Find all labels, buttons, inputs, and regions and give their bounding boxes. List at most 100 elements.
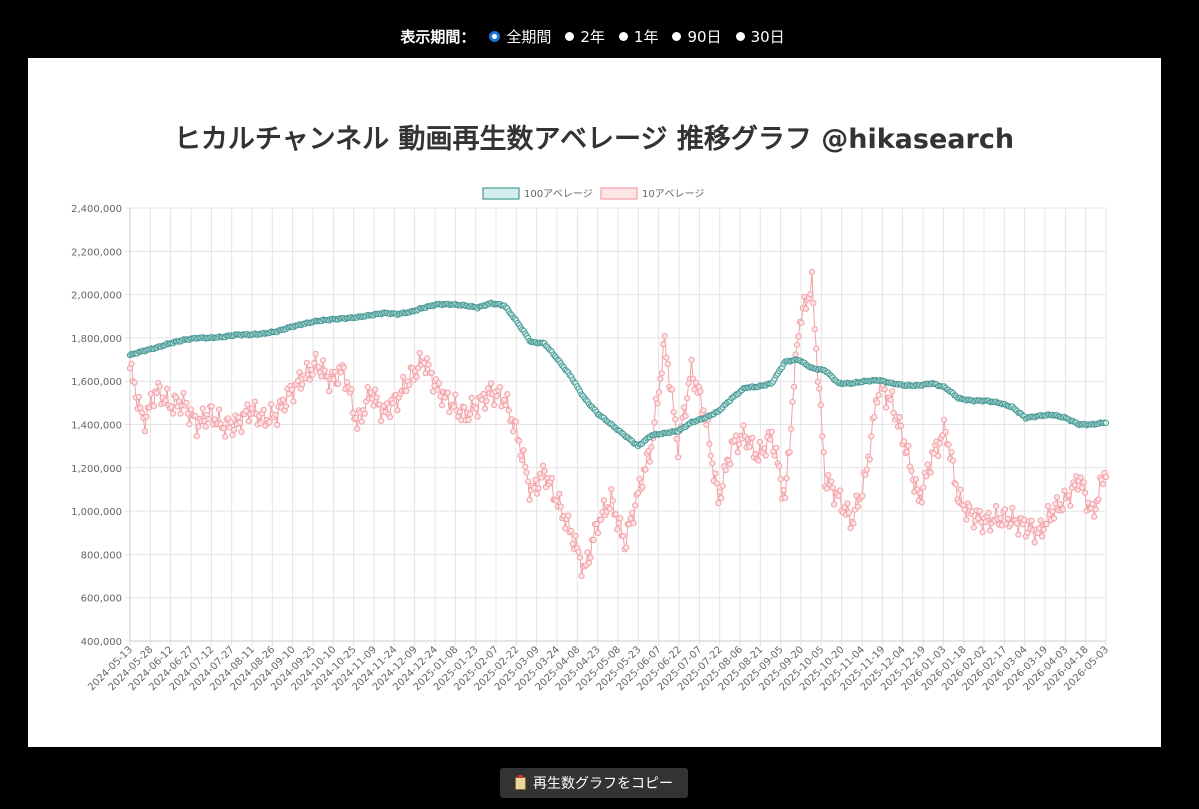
data-point bbox=[782, 494, 789, 501]
data-point bbox=[771, 452, 778, 459]
legend-label: 10アベレージ bbox=[642, 188, 704, 200]
data-point bbox=[236, 419, 243, 426]
data-point bbox=[923, 473, 930, 480]
data-point bbox=[147, 390, 154, 397]
data-point bbox=[553, 497, 560, 504]
data-point bbox=[681, 404, 688, 411]
data-point bbox=[187, 406, 194, 413]
radio-icon[interactable] bbox=[735, 31, 745, 41]
period-option-all[interactable]: 全期間 bbox=[489, 26, 551, 47]
data-point bbox=[859, 492, 866, 499]
data-point bbox=[632, 502, 639, 509]
data-point bbox=[660, 341, 667, 348]
data-point bbox=[918, 499, 925, 506]
data-point bbox=[1009, 504, 1016, 511]
data-point bbox=[504, 391, 511, 398]
data-point bbox=[128, 360, 135, 367]
data-point bbox=[539, 462, 547, 469]
data-point bbox=[672, 416, 679, 423]
data-point bbox=[1039, 533, 1046, 540]
data-point bbox=[331, 368, 339, 375]
data-point bbox=[337, 369, 344, 376]
period-option-label: 90日 bbox=[687, 27, 722, 46]
data-point bbox=[975, 515, 982, 522]
data-point bbox=[682, 413, 689, 420]
radio-selected-icon[interactable] bbox=[489, 30, 501, 42]
data-point bbox=[900, 438, 908, 445]
data-point bbox=[816, 385, 823, 392]
data-point bbox=[831, 501, 838, 508]
radio-icon[interactable] bbox=[565, 31, 575, 41]
data-point bbox=[150, 403, 157, 410]
chart-panel: ヒカルチャンネル 動画再生数アベレージ 推移グラフ @hikasearch 10… bbox=[28, 58, 1161, 747]
y-tick-label: 1,600,000 bbox=[71, 377, 122, 388]
data-point bbox=[235, 414, 242, 421]
data-point bbox=[389, 400, 396, 407]
data-point bbox=[844, 500, 851, 507]
data-point bbox=[614, 526, 621, 533]
data-point bbox=[354, 425, 361, 432]
data-point bbox=[979, 529, 986, 536]
data-point bbox=[1043, 520, 1050, 528]
data-point bbox=[386, 414, 394, 421]
copy-chart-button[interactable]: 再生数グラフをコピー bbox=[500, 768, 688, 798]
data-point bbox=[1092, 506, 1099, 513]
data-point bbox=[135, 393, 143, 401]
data-point bbox=[303, 359, 310, 366]
data-point bbox=[352, 414, 359, 421]
data-point bbox=[480, 390, 487, 398]
y-tick-label: 400,000 bbox=[81, 637, 122, 648]
data-point bbox=[279, 396, 287, 403]
data-point bbox=[406, 381, 413, 389]
data-point bbox=[245, 418, 252, 425]
data-point bbox=[985, 509, 992, 516]
legend-swatch bbox=[482, 187, 520, 200]
data-point bbox=[639, 483, 646, 490]
y-axis: 400,000 600,000 800,000 1,000,000 1,200,000 1… bbox=[71, 204, 122, 648]
data-point bbox=[434, 386, 441, 393]
data-point bbox=[727, 461, 734, 468]
period-option-label: 2年 bbox=[580, 27, 605, 46]
period-option-90d[interactable]: 90日 bbox=[672, 26, 722, 47]
data-point bbox=[541, 468, 548, 475]
data-point bbox=[175, 398, 183, 405]
data-point bbox=[208, 403, 215, 410]
data-point bbox=[875, 392, 882, 399]
data-point bbox=[548, 475, 556, 482]
y-tick-label: 800,000 bbox=[81, 550, 122, 561]
data-point bbox=[982, 519, 989, 526]
radio-icon[interactable] bbox=[672, 31, 682, 41]
data-point bbox=[976, 508, 983, 515]
data-point bbox=[692, 379, 700, 386]
data-point bbox=[413, 373, 420, 380]
data-point bbox=[887, 396, 894, 403]
data-point bbox=[523, 469, 530, 476]
data-point bbox=[424, 355, 431, 362]
period-option-30d[interactable]: 30日 bbox=[735, 26, 785, 47]
data-point bbox=[684, 395, 691, 402]
data-point bbox=[493, 393, 500, 400]
data-point bbox=[642, 466, 649, 473]
data-point bbox=[244, 401, 251, 408]
data-point bbox=[428, 369, 435, 376]
data-point bbox=[1067, 502, 1074, 509]
data-point bbox=[713, 480, 720, 487]
period-option-2y[interactable]: 2年 bbox=[565, 26, 605, 47]
data-point bbox=[948, 449, 955, 456]
data-point bbox=[358, 418, 365, 425]
period-option-1y[interactable]: 1年 bbox=[618, 26, 658, 47]
data-point bbox=[568, 527, 575, 534]
data-point bbox=[403, 387, 410, 394]
data-point bbox=[1050, 515, 1058, 522]
data-point bbox=[845, 509, 853, 516]
radio-icon[interactable] bbox=[618, 31, 628, 41]
data-point bbox=[505, 407, 512, 414]
data-point bbox=[597, 516, 605, 523]
chart-series bbox=[126, 268, 1110, 580]
data-point bbox=[1089, 500, 1096, 508]
data-point bbox=[320, 357, 327, 364]
data-point bbox=[740, 422, 747, 429]
y-tick-label: 1,400,000 bbox=[71, 421, 122, 432]
series-line-1 bbox=[129, 271, 1107, 577]
data-point bbox=[195, 423, 202, 430]
